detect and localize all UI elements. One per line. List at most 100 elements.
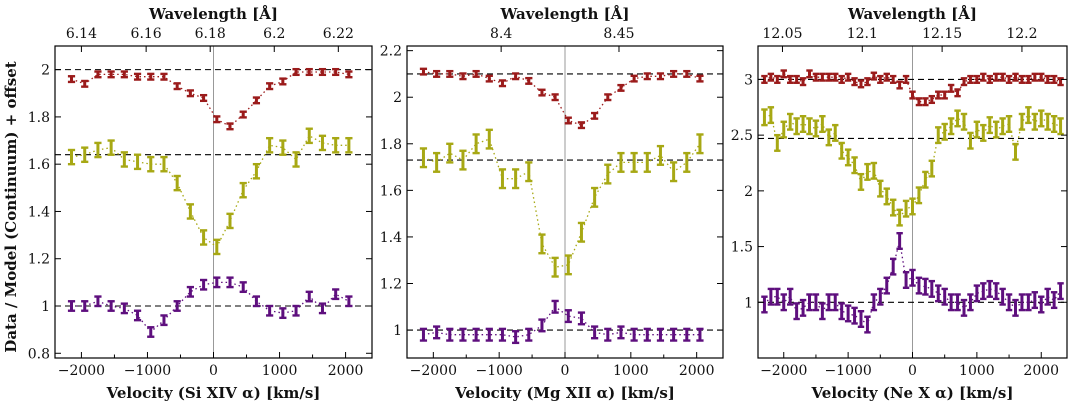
data-point [617, 83, 625, 92]
data-point [870, 293, 878, 312]
data-point [786, 287, 794, 306]
data-point [199, 229, 208, 246]
data-point [1057, 117, 1064, 136]
data-point [922, 97, 929, 107]
data-point [213, 276, 221, 289]
data-point [774, 74, 781, 84]
data-point [498, 327, 507, 342]
data-point [825, 293, 833, 312]
data-point [604, 163, 612, 185]
data-point [538, 233, 546, 255]
data-point [1025, 74, 1032, 84]
data-point [617, 325, 625, 340]
data-point [120, 151, 128, 168]
x-tick-label: −1000 [824, 363, 871, 379]
data-point [252, 96, 261, 105]
x-tick-label: 1000 [262, 363, 298, 379]
data-point [909, 268, 916, 287]
data-point [986, 279, 993, 298]
data-point [806, 69, 813, 79]
data-point [630, 151, 638, 173]
data-point [538, 88, 546, 97]
data-point [419, 67, 428, 76]
x-tick-label: 0 [561, 363, 570, 379]
data-point [472, 69, 480, 78]
y-tick-label: 1 [393, 323, 402, 339]
data-point [947, 83, 955, 93]
data-point [94, 141, 102, 159]
data-point [252, 295, 261, 308]
data-point [947, 117, 955, 136]
data-point [812, 72, 820, 82]
x-tick-label: 2000 [328, 363, 364, 379]
data-point [345, 295, 353, 308]
data-point [239, 281, 247, 294]
data-point [604, 327, 612, 342]
data-point [767, 72, 775, 82]
data-point [94, 70, 102, 79]
data-point [928, 279, 936, 298]
data-point [292, 67, 300, 77]
data-point [851, 156, 858, 175]
data-point [1005, 74, 1013, 84]
top-tick-label: 12.15 [922, 26, 962, 42]
data-point [67, 75, 76, 84]
data-point [67, 300, 76, 312]
series-olive [67, 127, 353, 256]
data-point [433, 325, 441, 340]
data-point [889, 198, 897, 217]
data-point [512, 72, 520, 81]
data-point [81, 79, 89, 88]
data-point [832, 123, 839, 142]
data-point [825, 72, 833, 82]
data-point [617, 151, 625, 173]
y-tick-label: 2 [393, 90, 402, 106]
data-point [345, 136, 353, 154]
data-point [986, 116, 993, 135]
data-point [1031, 112, 1039, 131]
data-point [1057, 77, 1064, 87]
data-point [902, 199, 910, 218]
data-point [761, 74, 768, 84]
data-point [1018, 293, 1026, 312]
data-point [318, 302, 327, 315]
data-point [980, 282, 987, 301]
data-point [825, 128, 833, 147]
data-point [806, 117, 813, 136]
data-point [498, 168, 507, 190]
data-point [1038, 295, 1045, 314]
data-point [459, 327, 467, 342]
y-tick-label: 1.6 [28, 157, 50, 173]
data-point [446, 69, 454, 78]
data-point [226, 212, 234, 230]
top-axis-title: Wavelength [Å] [148, 5, 278, 23]
data-point [960, 77, 968, 87]
data-point [696, 327, 704, 342]
series-purple [761, 231, 1064, 334]
data-point [1038, 109, 1045, 128]
top-axis-title: Wavelength [Å] [499, 5, 629, 23]
data-point [947, 293, 955, 312]
data-point [564, 309, 572, 324]
data-point [877, 74, 884, 84]
data-point [147, 326, 155, 338]
top-tick-label: 8.45 [603, 26, 634, 42]
data-point [973, 74, 981, 84]
data-point [292, 304, 300, 317]
data-point [604, 93, 612, 102]
data-point [844, 304, 852, 323]
data-point [318, 67, 327, 77]
data-point [857, 310, 865, 328]
y-tick-label: 3 [744, 72, 753, 88]
y-tick-label: 1 [744, 295, 753, 311]
model-line [423, 138, 701, 268]
data-point [485, 128, 493, 150]
data-point [525, 327, 533, 342]
data-point [883, 187, 890, 206]
data-point [812, 119, 820, 138]
x-tick-label: −1000 [475, 363, 522, 379]
x-tick-label: 1000 [959, 363, 995, 379]
data-point [630, 74, 638, 83]
data-point [696, 74, 704, 83]
x-tick-label: −2000 [58, 363, 105, 379]
